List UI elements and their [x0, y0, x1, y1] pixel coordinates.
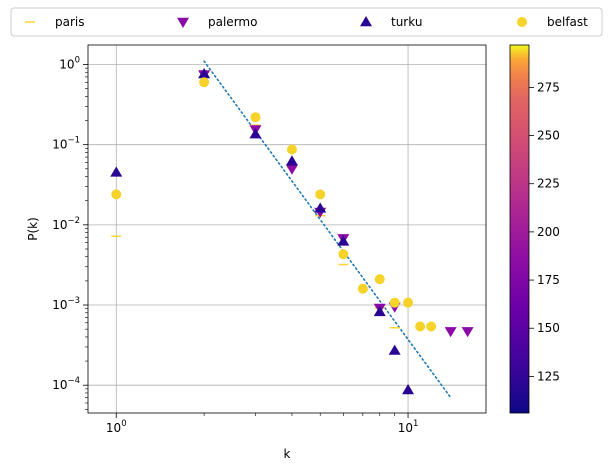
data-point: [444, 327, 457, 338]
y-axis-ticks: 100 10−1 10−2 10−3 10−4: [52, 55, 88, 410]
legend-marker-belfast: [517, 17, 527, 27]
colorbar-tick-label: 225: [537, 177, 560, 191]
y-tick-label: 10−1: [52, 136, 80, 152]
fit-line: [203, 60, 452, 399]
data-point: [286, 144, 297, 155]
data-point: [315, 189, 326, 200]
data-point: [314, 202, 327, 213]
legend-label: turku: [391, 15, 422, 29]
data-point: [110, 166, 123, 177]
colorbar-tick-label: 250: [537, 129, 560, 143]
data-point: [285, 155, 298, 166]
data-point: [285, 164, 298, 175]
series-turku: [110, 68, 415, 395]
data-point: [373, 305, 386, 317]
colorbar: 125 150 175 200 225 250 275: [509, 44, 560, 414]
legend-label: paris: [55, 15, 85, 29]
legend-label: palermo: [208, 15, 257, 29]
y-tick-label: 10−4: [52, 376, 80, 392]
y-tick-label: 10−2: [52, 216, 80, 232]
x-axis-label: k: [284, 447, 291, 461]
data-point: [199, 77, 210, 88]
data-point: [338, 249, 349, 260]
data-point: [250, 112, 261, 123]
plot-area: 100 101 100 10−1 10−2 10−3 10−4 k P(k): [26, 44, 487, 461]
data-point: [415, 321, 426, 332]
colorbar-gradient: [509, 44, 530, 414]
colorbar-tick-label: 200: [537, 225, 560, 239]
x-tick-label: 101: [398, 419, 419, 435]
x-tick-label: 100: [106, 419, 127, 435]
colorbar-tick-label: 175: [537, 273, 560, 287]
data-point: [249, 128, 262, 139]
legend-label: belfast: [547, 15, 588, 29]
gridlines: [88, 45, 486, 413]
colorbar-tick-label: 275: [537, 80, 560, 94]
data-point: [388, 344, 401, 355]
colorbar-tick-label: 125: [537, 369, 560, 383]
data-point: [357, 283, 368, 294]
colorbar-tick-label: 150: [537, 321, 560, 335]
data-point: [374, 274, 385, 285]
series-belfast: [111, 77, 437, 332]
x-axis-ticks: 100 101: [106, 413, 418, 435]
data-point: [461, 327, 474, 338]
data-point: [426, 321, 437, 332]
axes-frame: [87, 44, 487, 414]
plot-background: [88, 45, 486, 413]
data-point: [402, 384, 415, 395]
y-tick-label: 10−3: [52, 296, 80, 312]
legend-marker-turku: [360, 16, 372, 27]
data-point: [337, 235, 350, 246]
y-tick-label: 100: [59, 55, 80, 71]
data-point: [198, 68, 211, 79]
legend-marker-palermo: [177, 17, 189, 28]
data-point: [403, 297, 414, 308]
colorbar-ticks: 125 150 175 200 225 250 275: [529, 80, 560, 383]
legend-frame: [10, 7, 603, 37]
data-point: [389, 297, 400, 308]
data-point: [111, 189, 122, 200]
data-marks: [110, 60, 474, 399]
y-axis-label: P(k): [26, 217, 40, 241]
legend: paris palermo turku belfast: [10, 7, 603, 37]
